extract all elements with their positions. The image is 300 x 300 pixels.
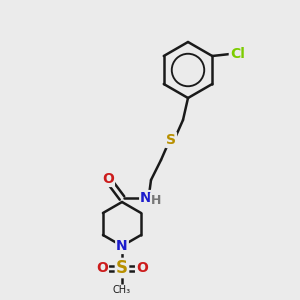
Text: N: N — [140, 191, 152, 205]
Text: O: O — [136, 261, 148, 275]
Text: S: S — [166, 133, 176, 147]
Text: N: N — [116, 239, 128, 253]
Text: Cl: Cl — [230, 47, 245, 61]
Text: O: O — [96, 261, 108, 275]
Text: H: H — [151, 194, 161, 206]
Text: S: S — [116, 259, 128, 277]
Text: O: O — [102, 172, 114, 186]
Text: CH₃: CH₃ — [113, 285, 131, 295]
